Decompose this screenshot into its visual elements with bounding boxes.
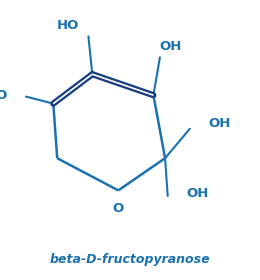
Text: OH: OH	[186, 187, 209, 200]
Text: OH: OH	[159, 40, 181, 53]
Text: HO: HO	[0, 89, 9, 102]
Text: HO: HO	[56, 19, 79, 32]
Text: OH: OH	[209, 117, 231, 130]
Text: beta-D-fructopyranose: beta-D-fructopyranose	[50, 253, 210, 265]
Text: O: O	[113, 202, 124, 215]
